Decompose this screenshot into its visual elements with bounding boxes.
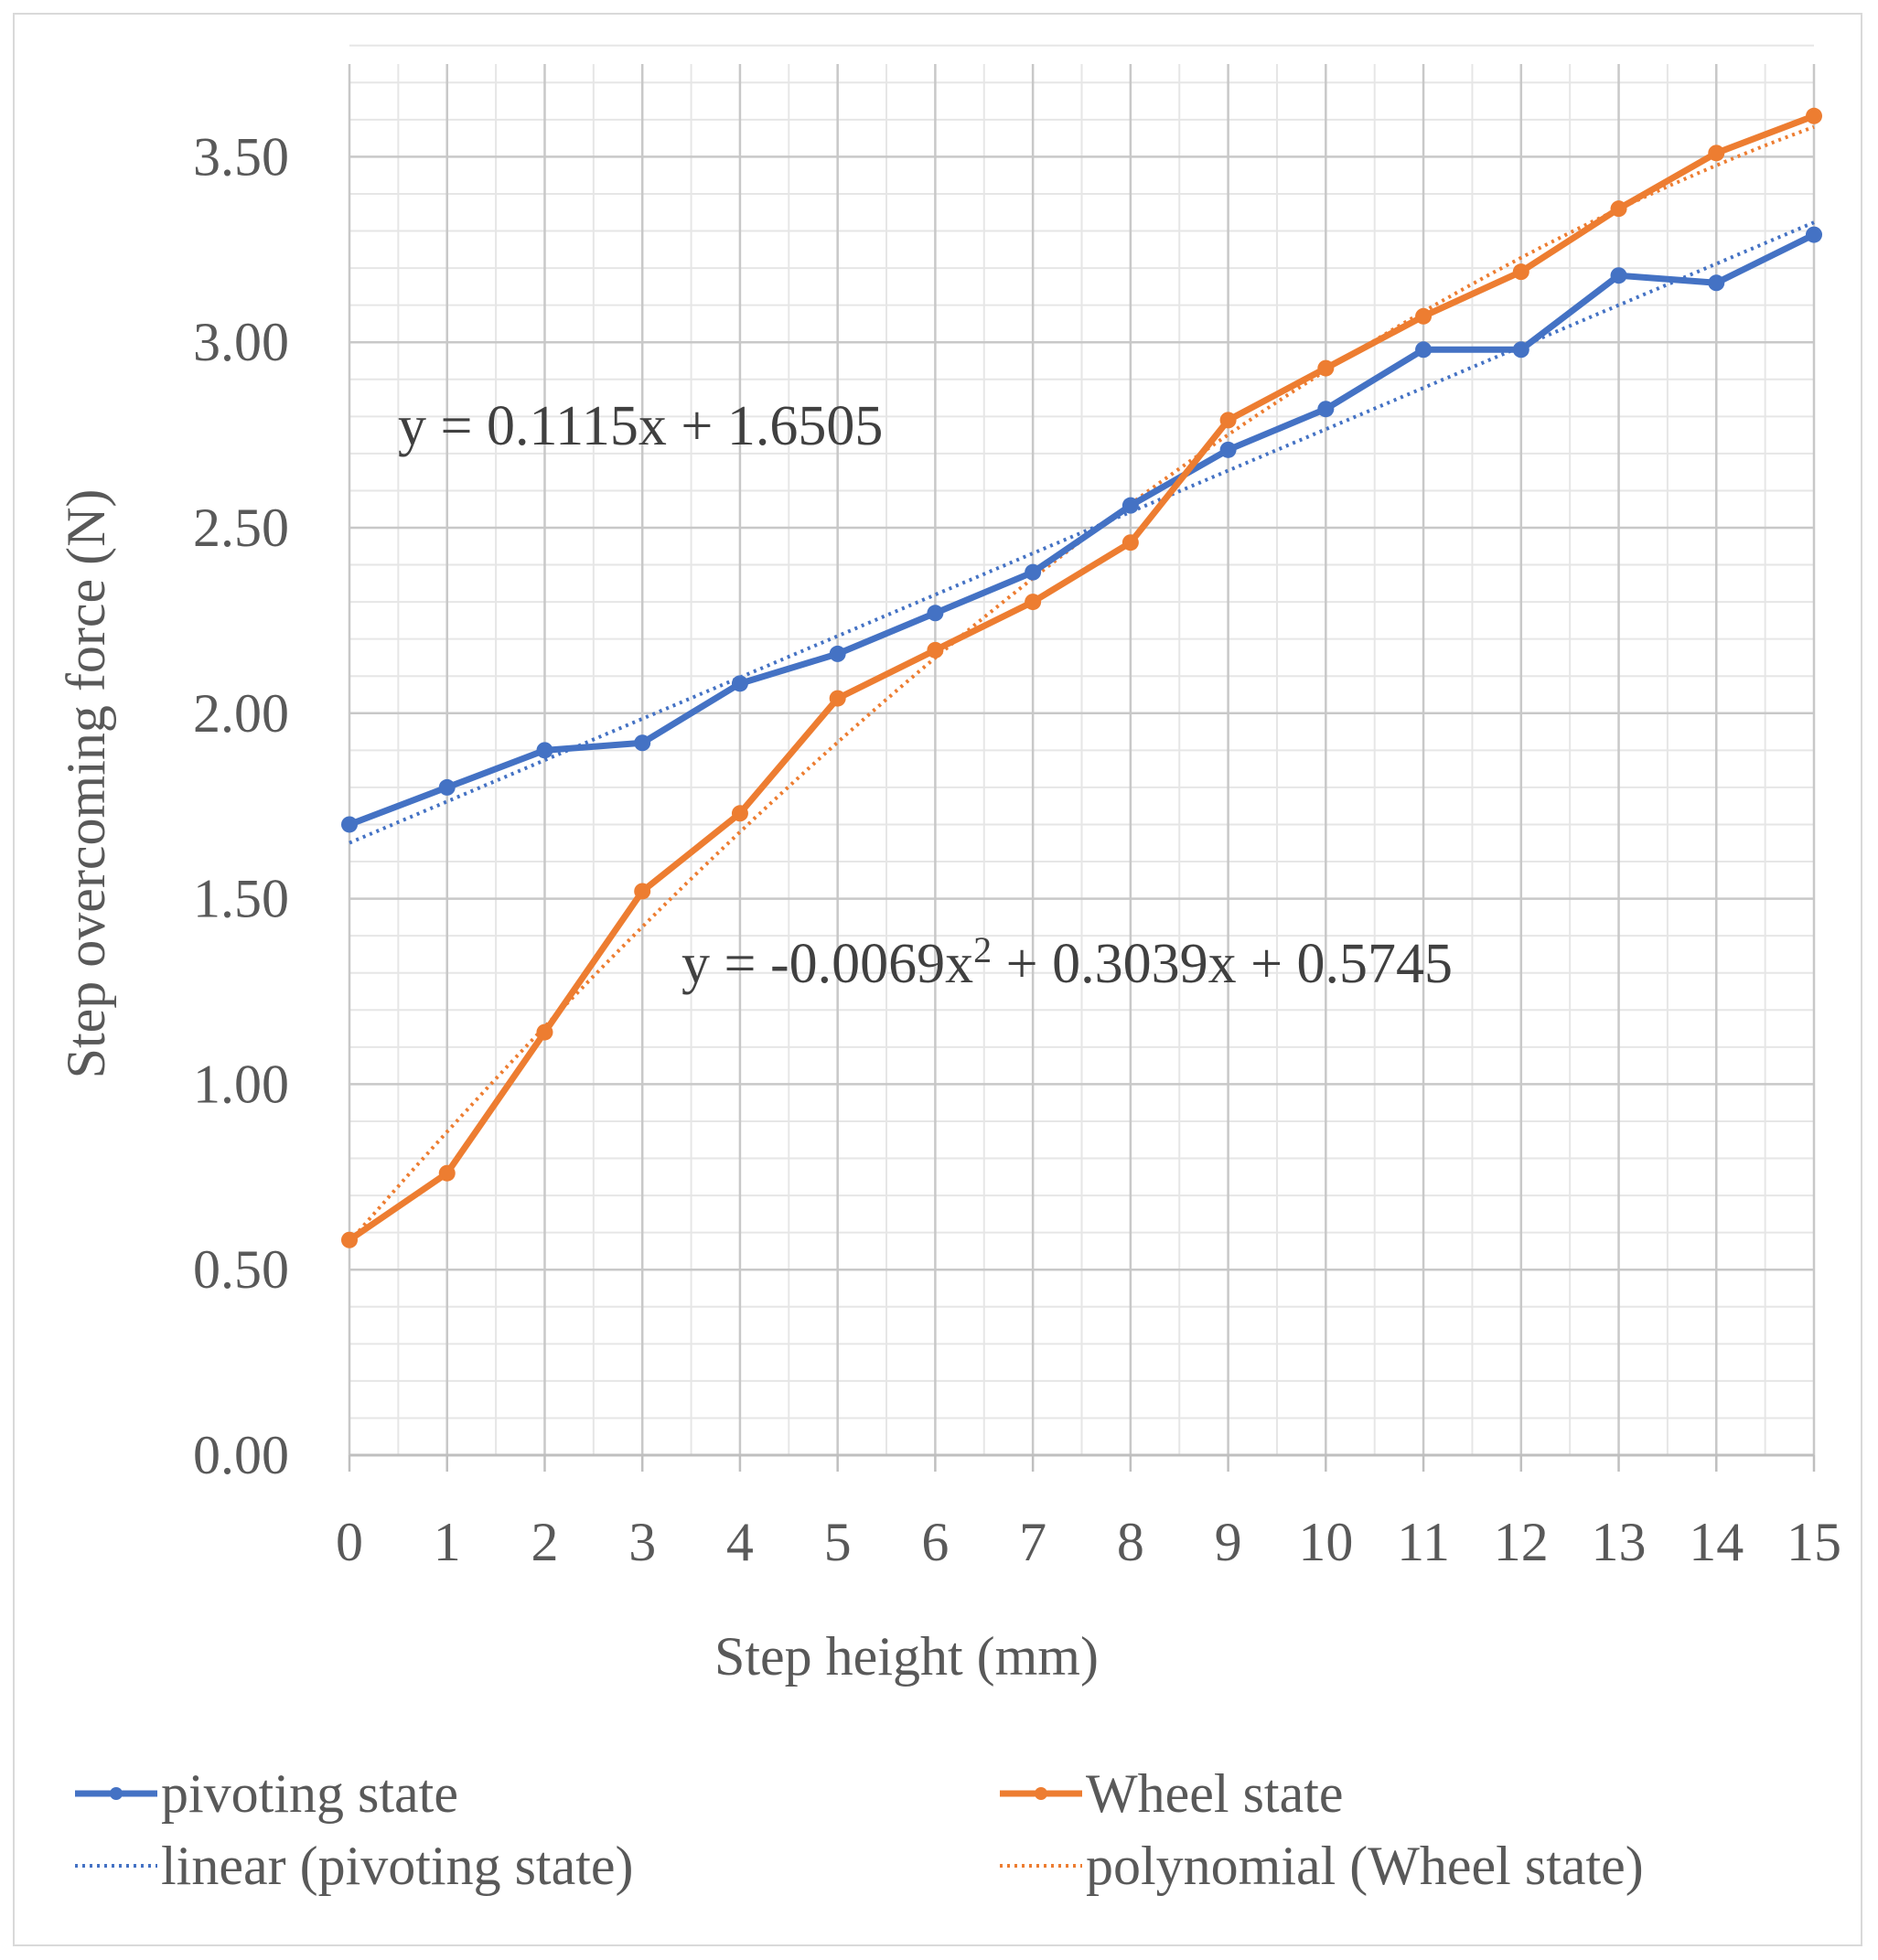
legend-entry-linear-pivoting[interactable]: linear (pivoting state) xyxy=(75,1836,634,1896)
data-point-wheel[interactable] xyxy=(1610,200,1627,218)
data-point-pivoting[interactable] xyxy=(1219,441,1237,458)
data-point-wheel[interactable] xyxy=(927,641,944,659)
data-point-wheel[interactable] xyxy=(341,1231,358,1248)
y-tick-label: 0.00 xyxy=(193,1425,289,1485)
data-point-pivoting[interactable] xyxy=(1708,274,1725,292)
data-point-pivoting[interactable] xyxy=(1317,401,1335,418)
x-axis-title: Step height (mm) xyxy=(714,1626,1099,1687)
data-point-pivoting[interactable] xyxy=(731,675,748,692)
data-point-wheel[interactable] xyxy=(1025,594,1042,611)
data-point-pivoting[interactable] xyxy=(1610,267,1627,284)
legend-entry-wheel[interactable]: Wheel state xyxy=(1000,1763,1344,1824)
y-axis-title: Step overcoming force (N) xyxy=(56,489,116,1079)
trendline-linear-pivoting xyxy=(349,220,1815,845)
x-tick-label: 9 xyxy=(1215,1512,1242,1572)
data-point-pivoting[interactable] xyxy=(927,605,944,622)
linear-trendline-equation: y = 0.1115x + 1.6505 xyxy=(398,395,883,457)
legend-entry-polynomial-wheel[interactable]: polynomial (Wheel state) xyxy=(1000,1836,1644,1896)
data-point-pivoting[interactable] xyxy=(536,742,553,759)
minor-grid xyxy=(349,44,1814,1455)
x-tick-label: 14 xyxy=(1689,1512,1744,1572)
legend-entry-pivoting[interactable]: pivoting state xyxy=(75,1763,458,1824)
y-tick-label: 2.00 xyxy=(193,683,289,744)
x-tick-label: 1 xyxy=(434,1512,461,1572)
y-tick-label: 3.50 xyxy=(193,126,289,187)
data-point-pivoting[interactable] xyxy=(1512,341,1529,359)
legend-label-linear-pivoting: linear (pivoting state) xyxy=(161,1836,634,1896)
data-point-pivoting[interactable] xyxy=(341,816,358,833)
legend-swatch-pivoting-marker xyxy=(110,1787,123,1800)
data-point-wheel[interactable] xyxy=(536,1023,553,1041)
data-point-wheel[interactable] xyxy=(634,883,651,900)
x-tick-label: 0 xyxy=(336,1512,363,1572)
y-tick-label: 0.50 xyxy=(193,1239,289,1300)
data-point-pivoting[interactable] xyxy=(634,734,651,752)
series xyxy=(341,107,1822,1248)
data-point-pivoting[interactable] xyxy=(1025,563,1042,581)
x-tick-label: 10 xyxy=(1298,1512,1353,1572)
y-axis-ticks: 0.00 0.50 1.00 1.50 2.00 2.50 3.00 3.50 xyxy=(193,126,289,1485)
data-point-wheel[interactable] xyxy=(1806,107,1822,124)
y-tick-label: 3.00 xyxy=(193,312,289,372)
data-point-pivoting[interactable] xyxy=(1121,497,1139,514)
legend: pivoting state Wheel state linear (pivot… xyxy=(75,1763,1644,1896)
y-tick-label: 1.00 xyxy=(193,1054,289,1114)
x-tick-label: 13 xyxy=(1592,1512,1647,1572)
x-tick-label: 15 xyxy=(1787,1512,1841,1572)
x-tick-label: 7 xyxy=(1019,1512,1046,1572)
y-tick-label: 2.50 xyxy=(193,498,289,558)
trendline-polynomial-wheel xyxy=(348,124,1815,1244)
equation-superscript: 2 xyxy=(973,929,992,970)
legend-label-pivoting: pivoting state xyxy=(161,1763,458,1824)
legend-swatch-wheel-marker xyxy=(1035,1787,1047,1800)
x-tick-label: 11 xyxy=(1397,1512,1450,1572)
data-point-wheel[interactable] xyxy=(438,1164,456,1182)
series-line-wheel xyxy=(348,112,1816,1243)
x-tick-label: 5 xyxy=(824,1512,852,1572)
data-point-wheel[interactable] xyxy=(1121,534,1139,552)
x-tick-label: 2 xyxy=(531,1512,558,1572)
series-line-pivoting xyxy=(348,231,1816,828)
x-tick-label: 4 xyxy=(726,1512,754,1572)
legend-label-polynomial-wheel: polynomial (Wheel state) xyxy=(1086,1836,1644,1896)
x-axis-ticks: 0 1 2 3 4 5 6 7 8 9 10 11 12 13 14 15 xyxy=(336,1453,1841,1572)
chart-frame xyxy=(13,13,1862,1946)
data-point-wheel[interactable] xyxy=(1415,307,1433,325)
data-point-wheel[interactable] xyxy=(1512,263,1529,281)
data-point-wheel[interactable] xyxy=(1219,412,1237,429)
data-point-wheel[interactable] xyxy=(1708,145,1725,162)
data-point-pivoting[interactable] xyxy=(1806,226,1822,243)
y-tick-label: 1.50 xyxy=(193,869,289,929)
data-point-wheel[interactable] xyxy=(1317,359,1335,377)
data-point-pivoting[interactable] xyxy=(438,778,456,796)
data-point-wheel[interactable] xyxy=(731,805,748,822)
data-point-pivoting[interactable] xyxy=(1415,341,1433,359)
x-tick-label: 6 xyxy=(921,1512,949,1572)
x-tick-label: 3 xyxy=(628,1512,656,1572)
data-point-pivoting[interactable] xyxy=(829,645,846,662)
legend-label-wheel: Wheel state xyxy=(1086,1763,1344,1824)
x-tick-label: 12 xyxy=(1494,1512,1549,1572)
trendlines xyxy=(348,124,1815,1244)
x-tick-label: 8 xyxy=(1117,1512,1144,1572)
data-point-wheel[interactable] xyxy=(829,690,846,707)
polynomial-trendline-equation: y = -0.0069x2 + 0.3039x + 0.5745 xyxy=(681,929,1453,995)
